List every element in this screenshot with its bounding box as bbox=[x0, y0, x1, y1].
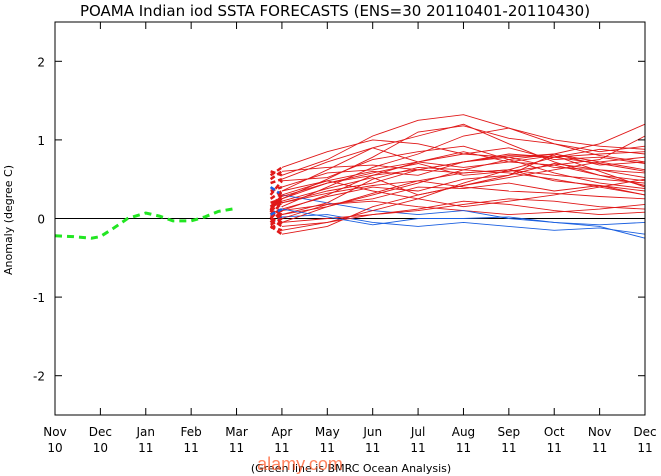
x-tick-month-label: Jul bbox=[410, 425, 425, 439]
ensemble-member-line-2 bbox=[281, 123, 646, 182]
x-tick-year-label: 10 bbox=[47, 441, 62, 455]
ensemble-member-line-25 bbox=[281, 166, 646, 216]
watermark: alamy.com bbox=[257, 454, 343, 474]
ensemble-member-30 bbox=[269, 169, 646, 208]
y-tick-label: 0 bbox=[37, 213, 45, 227]
x-tick-year-label: 11 bbox=[365, 441, 380, 455]
ensemble-member-25 bbox=[269, 166, 646, 224]
ensemble-member-line-10 bbox=[281, 178, 646, 208]
ensemble-member-14 bbox=[269, 139, 646, 177]
ensemble-member-start-1 bbox=[270, 170, 283, 177]
x-tick-year-label: 11 bbox=[274, 441, 289, 455]
axis-ticks: -2 -1 0 1 2 Nov 10 Dec 10 Jan 11 Feb 11 Mar 11 Apr 11 May… bbox=[33, 22, 657, 455]
x-tick-month-label: Feb bbox=[181, 425, 202, 439]
ensemble-member-line-1 bbox=[281, 114, 646, 176]
ensemble-member-start-2 bbox=[270, 178, 283, 185]
ensemble-member-start-29 bbox=[270, 207, 283, 216]
y-tick-label: 2 bbox=[37, 55, 45, 69]
x-tick-year-label: 11 bbox=[320, 441, 335, 455]
x-tick-year-label: 11 bbox=[410, 441, 425, 455]
ensemble-member-line-14 bbox=[281, 139, 646, 168]
ensemble-member-22 bbox=[269, 182, 646, 226]
y-tick-label: -2 bbox=[33, 370, 45, 384]
x-tick-month-label: Mar bbox=[225, 425, 248, 439]
ensemble-member-start-25 bbox=[269, 213, 283, 224]
x-axis-label: (Green line is BMRC Ocean Analysis) bbox=[251, 462, 451, 475]
x-tick-month-label: Dec bbox=[633, 425, 656, 439]
x-tick-month-label: Sep bbox=[498, 425, 521, 439]
ensemble-member-start-22 bbox=[269, 217, 283, 226]
x-tick-month-label: Aug bbox=[452, 425, 475, 439]
ensemble-member-line-5 bbox=[281, 163, 646, 200]
ensemble-member-start-11 bbox=[269, 170, 283, 181]
x-tick-year-label: 11 bbox=[456, 441, 471, 455]
x-tick-month-label: Nov bbox=[43, 425, 66, 439]
ensemble-member-2 bbox=[270, 123, 646, 185]
ensemble-member-11 bbox=[269, 151, 646, 181]
x-tick-year-label: 11 bbox=[184, 441, 199, 455]
x-tick-year-label: 11 bbox=[592, 441, 607, 455]
ensemble-member-29 bbox=[270, 207, 646, 226]
ensemble-member-line-12 bbox=[281, 194, 646, 239]
plot-marks bbox=[54, 114, 646, 240]
y-tick-label: 1 bbox=[37, 134, 45, 148]
ensemble-member-start-3 bbox=[270, 185, 283, 193]
ensemble-member-start-4 bbox=[269, 180, 283, 196]
ensemble-member-start-14 bbox=[269, 166, 283, 177]
ensemble-member-line-24 bbox=[281, 153, 646, 196]
x-tick-year-label: 10 bbox=[93, 441, 108, 455]
x-tick-month-label: Dec bbox=[89, 425, 112, 439]
ensemble-member-line-29 bbox=[281, 208, 646, 226]
ensemble-member-line-21 bbox=[281, 125, 646, 200]
x-tick-month-label: Nov bbox=[588, 425, 611, 439]
x-tick-month-label: Jun bbox=[362, 425, 382, 439]
x-tick-year-label: 11 bbox=[229, 441, 244, 455]
x-tick-year-label: 11 bbox=[547, 441, 562, 455]
ensemble-member-1 bbox=[270, 114, 646, 177]
ensemble-member-line-28 bbox=[281, 147, 646, 192]
x-tick-year-label: 11 bbox=[637, 441, 652, 455]
analysis-line bbox=[54, 206, 237, 240]
ensemble-member-line-22 bbox=[281, 182, 646, 219]
ensemble-member-start-30 bbox=[269, 195, 283, 208]
ensemble-member-line-6 bbox=[281, 180, 646, 204]
x-tick-year-label: 11 bbox=[501, 441, 516, 455]
ensemble-member-line-13 bbox=[281, 200, 646, 223]
ensemble-member-start-27 bbox=[269, 225, 283, 236]
x-tick-month-label: May bbox=[315, 425, 340, 439]
ensemble-member-20 bbox=[270, 169, 646, 230]
chart-title: POAMA Indian iod SSTA FORECASTS (ENS=30 … bbox=[80, 2, 590, 20]
y-tick-label: -1 bbox=[33, 291, 45, 305]
ensemble-member-line-30 bbox=[281, 169, 646, 197]
x-tick-year-label: 11 bbox=[138, 441, 153, 455]
ensemble-member-line-26 bbox=[281, 163, 646, 210]
x-tick-month-label: Jan bbox=[136, 425, 156, 439]
y-axis-label: Anomaly (degree C) bbox=[2, 165, 15, 275]
x-tick-month-label: Apr bbox=[272, 425, 293, 439]
plot-frame bbox=[54, 21, 646, 416]
x-tick-month-label: Oct bbox=[544, 425, 565, 439]
